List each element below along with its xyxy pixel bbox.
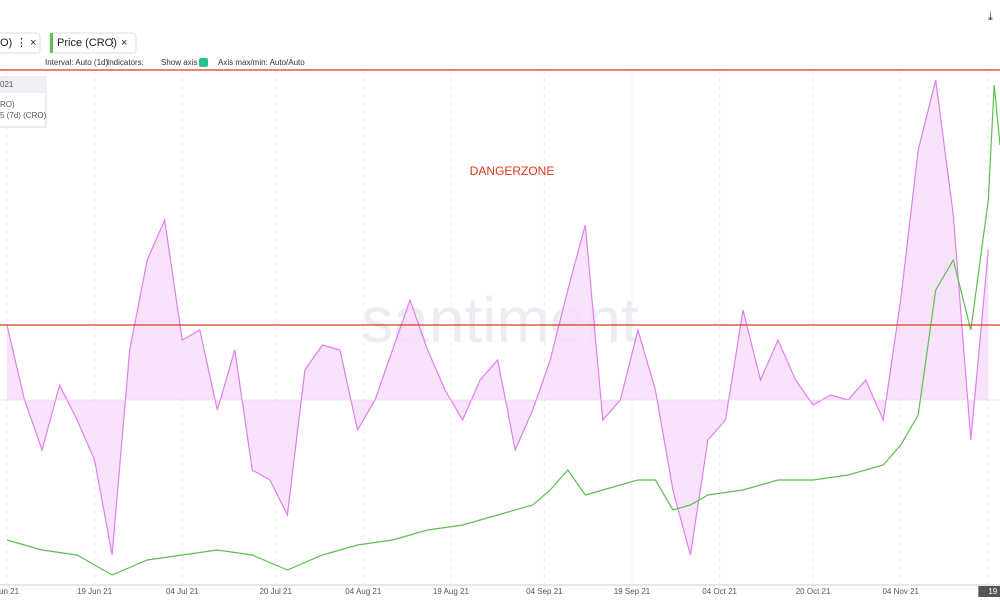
x-tick-label: 04 Aug 21 [345, 587, 382, 596]
tab-label: O) [0, 37, 12, 49]
area [7, 80, 989, 555]
axis-minmax[interactable]: Axis max/min: Auto/Auto [218, 58, 305, 67]
line [6, 84, 1000, 576]
line [6, 79, 989, 556]
x-tick-label: 04 Jul 21 [166, 587, 199, 596]
x-tick-label: 04 Nov 21 [882, 587, 919, 596]
tab-label: Price (CRO) [57, 37, 117, 49]
tab-color [50, 33, 53, 53]
x-tick-label: 04 Sep 21 [526, 587, 563, 596]
checkbox[interactable] [199, 58, 208, 67]
x-tick-highlight [978, 586, 1000, 597]
x-tick-label: 19 Sep 21 [614, 587, 651, 596]
x-tick-label: 19 Aug 21 [433, 587, 470, 596]
x-tick-label: 19 Nov [988, 587, 1000, 596]
x-tick-label: 20 Jul 21 [259, 587, 292, 596]
x-tick-label: 19 Jun 21 [77, 587, 113, 596]
tab[interactable] [0, 32, 41, 54]
x-tick-label: 20 Oct 21 [796, 587, 831, 596]
x-tick-label: Jun 21 [0, 587, 20, 596]
download-icon[interactable]: ⤓ [988, 11, 993, 23]
show-axis[interactable]: Show axis [161, 58, 197, 67]
tab-menu[interactable]: ⋮ × [107, 37, 127, 49]
indicators[interactable]: Indicators: [107, 58, 144, 67]
tooltip-line: 5 (7d) (CRO) [0, 111, 47, 120]
tooltip-line: RO) [0, 100, 15, 109]
x-tick-label: 04 Oct 21 [702, 587, 737, 596]
interval[interactable]: Interval: Auto (1d) [45, 58, 108, 67]
annotation: DANGERZONE [470, 164, 555, 178]
tooltip-date: 021 [0, 80, 14, 89]
tab-menu[interactable]: ⋮ × [16, 37, 36, 49]
tooltip-header [0, 77, 46, 93]
